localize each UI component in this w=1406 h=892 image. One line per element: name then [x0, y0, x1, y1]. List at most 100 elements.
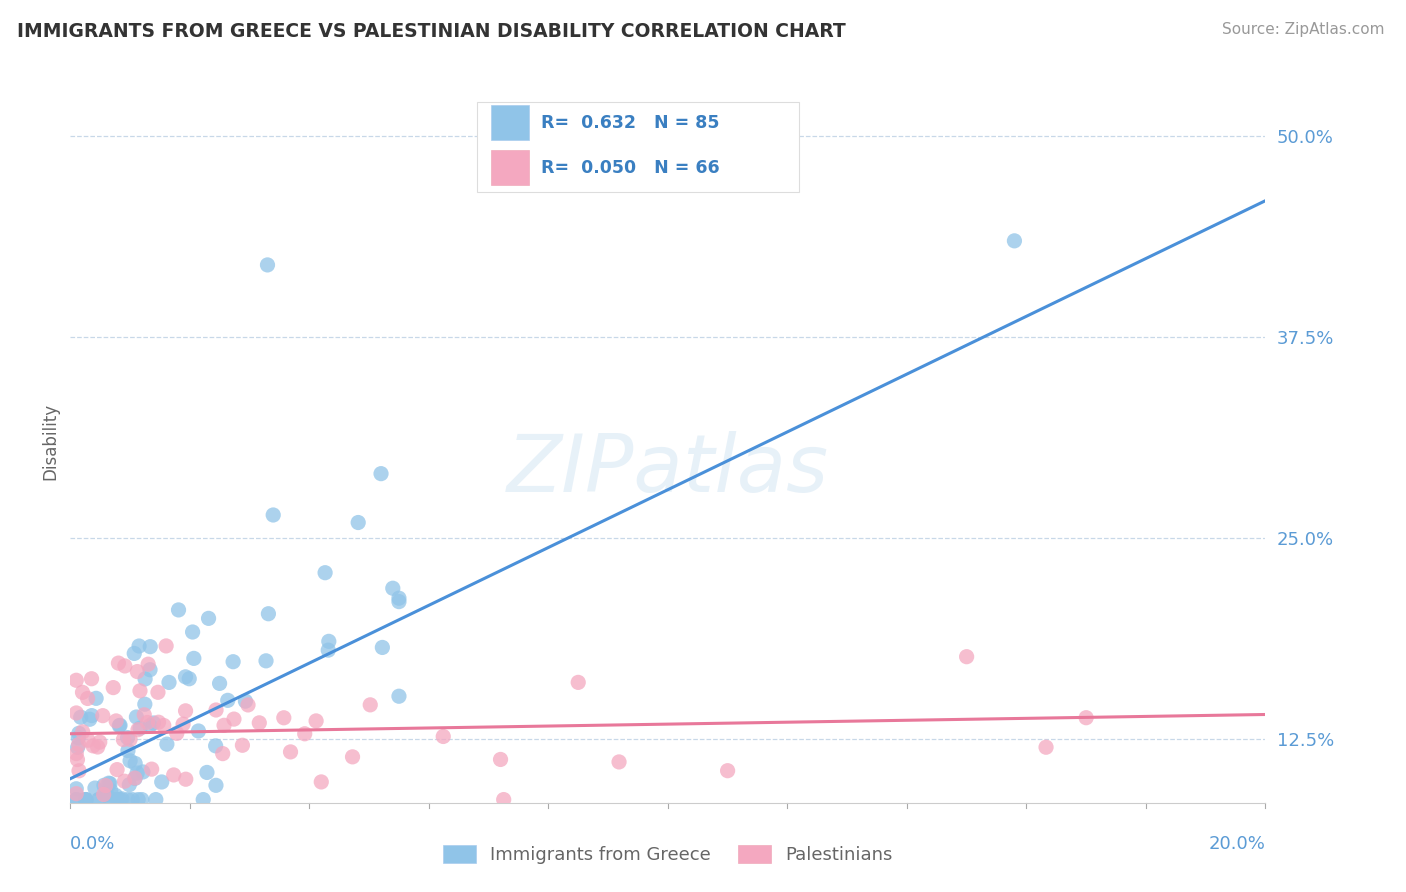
Point [124, 772, 146, 786]
Point [134, 697, 156, 711]
Text: Source: ZipAtlas.com: Source: ZipAtlas.com [1222, 22, 1385, 37]
Point [172, 717, 194, 731]
Point [127, 766, 149, 780]
Point [132, 764, 155, 779]
Point [139, 640, 162, 654]
Point [124, 756, 146, 771]
Point [114, 659, 136, 673]
Text: ZIPatlas: ZIPatlas [506, 432, 830, 509]
Point [127, 723, 149, 737]
Point [125, 710, 148, 724]
Point [105, 714, 128, 728]
Point [65, 787, 87, 801]
Point [1035, 740, 1057, 755]
Point [122, 647, 145, 661]
Point [318, 634, 340, 648]
Point [127, 792, 149, 806]
Point [117, 792, 139, 806]
Point [222, 655, 245, 669]
Point [129, 721, 152, 735]
Point [167, 603, 190, 617]
Point [388, 690, 411, 704]
Point [432, 730, 454, 744]
Point [195, 765, 218, 780]
Point [107, 656, 129, 670]
Point [235, 694, 257, 708]
Point [66, 753, 89, 767]
Point [91, 708, 114, 723]
Point [110, 792, 132, 806]
Text: 0.0%: 0.0% [70, 835, 115, 853]
Point [717, 764, 740, 778]
Point [217, 693, 239, 707]
Point [155, 639, 177, 653]
Point [187, 723, 209, 738]
Point [108, 718, 131, 732]
Point [148, 715, 170, 730]
Point [205, 703, 228, 717]
Point [79, 712, 101, 726]
Point [166, 726, 188, 740]
Point [256, 258, 278, 272]
Point [145, 792, 167, 806]
Point [128, 639, 150, 653]
Point [134, 707, 156, 722]
Point [65, 792, 87, 806]
Point [124, 771, 146, 785]
Point [127, 665, 149, 679]
Point [120, 732, 142, 747]
Point [280, 745, 302, 759]
Point [492, 792, 515, 806]
Point [205, 778, 228, 792]
Point [75, 792, 97, 806]
Point [208, 676, 231, 690]
Point [152, 718, 174, 732]
Point [100, 783, 122, 797]
Y-axis label: Disability: Disability [41, 403, 59, 480]
Point [93, 788, 115, 802]
Point [139, 663, 162, 677]
Point [82, 739, 104, 753]
Point [72, 724, 94, 739]
Point [121, 792, 143, 806]
Point [65, 673, 87, 688]
Point [311, 775, 333, 789]
Point [257, 607, 280, 621]
Point [98, 792, 121, 806]
Point [118, 778, 141, 792]
Point [359, 698, 381, 712]
Point [183, 651, 205, 665]
Point [197, 611, 219, 625]
Legend: Immigrants from Greece, Palestinians: Immigrants from Greece, Palestinians [436, 838, 900, 871]
Point [156, 737, 179, 751]
Point [98, 777, 121, 791]
Text: IMMIGRANTS FROM GREECE VS PALESTINIAN DISABILITY CORRELATION CHART: IMMIGRANTS FROM GREECE VS PALESTINIAN DI… [17, 22, 845, 41]
Point [80, 708, 103, 723]
Point [567, 675, 589, 690]
Point [72, 685, 94, 699]
Point [136, 715, 159, 730]
Point [489, 752, 512, 766]
Point [141, 762, 163, 776]
Point [66, 740, 89, 755]
Point [222, 712, 245, 726]
Point [87, 792, 110, 806]
Point [157, 675, 180, 690]
Point [105, 763, 128, 777]
Point [76, 691, 98, 706]
Point [254, 654, 277, 668]
Point [139, 718, 162, 732]
Point [314, 566, 336, 580]
Point [80, 672, 103, 686]
Point [77, 733, 100, 747]
Point [97, 776, 120, 790]
Point [193, 792, 215, 806]
Point [105, 792, 128, 806]
Point [294, 727, 316, 741]
Point [96, 788, 118, 802]
Point [370, 467, 392, 481]
Point [231, 739, 253, 753]
Point [65, 706, 87, 720]
Point [104, 789, 127, 803]
Point [84, 691, 107, 706]
